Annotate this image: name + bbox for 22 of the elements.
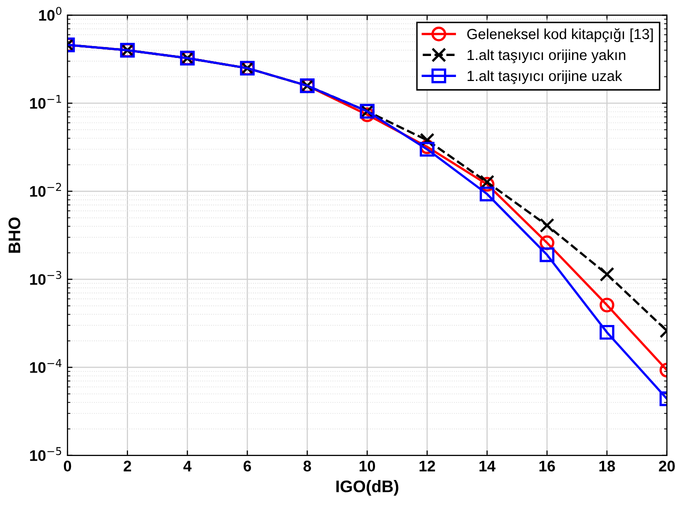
- x-tick-label: 20: [658, 460, 675, 472]
- x-tick-label: 16: [539, 460, 555, 472]
- x-tick-label: 12: [420, 460, 436, 472]
- x-tick-label: 0: [64, 460, 72, 472]
- x-tick-label: 14: [480, 460, 496, 472]
- y-tick-label: 10$^{−5}$: [30, 447, 62, 461]
- x-tick-label: 4: [183, 460, 192, 472]
- y-tick-label: 10$^{−4}$: [30, 359, 62, 373]
- x-tick-label: 10: [360, 460, 376, 472]
- y-axis-title: BHO: [8, 217, 20, 253]
- x-axis-title: IGO(dB): [336, 480, 398, 496]
- y-tick-label: 10$^{0}$: [39, 6, 62, 21]
- legend-label: 1.alt taşıyıcı orijine yakın: [468, 49, 626, 64]
- x-tick-label: 18: [599, 460, 615, 472]
- x-tick-label: 2: [124, 460, 132, 472]
- y-tick-label: 10$^{−3}$: [30, 270, 62, 285]
- legend-label: 1.alt taşıyıcı orijine uzak: [468, 70, 622, 84]
- x-tick-label: 8: [303, 460, 312, 472]
- x-tick-label: 6: [244, 460, 252, 472]
- y-tick-label: 10$^{−1}$: [30, 95, 62, 109]
- legend-label: Geleneksel kod kitapçığı [13]: [467, 28, 653, 42]
- y-tick-label: 10$^{−2}$: [30, 182, 62, 197]
